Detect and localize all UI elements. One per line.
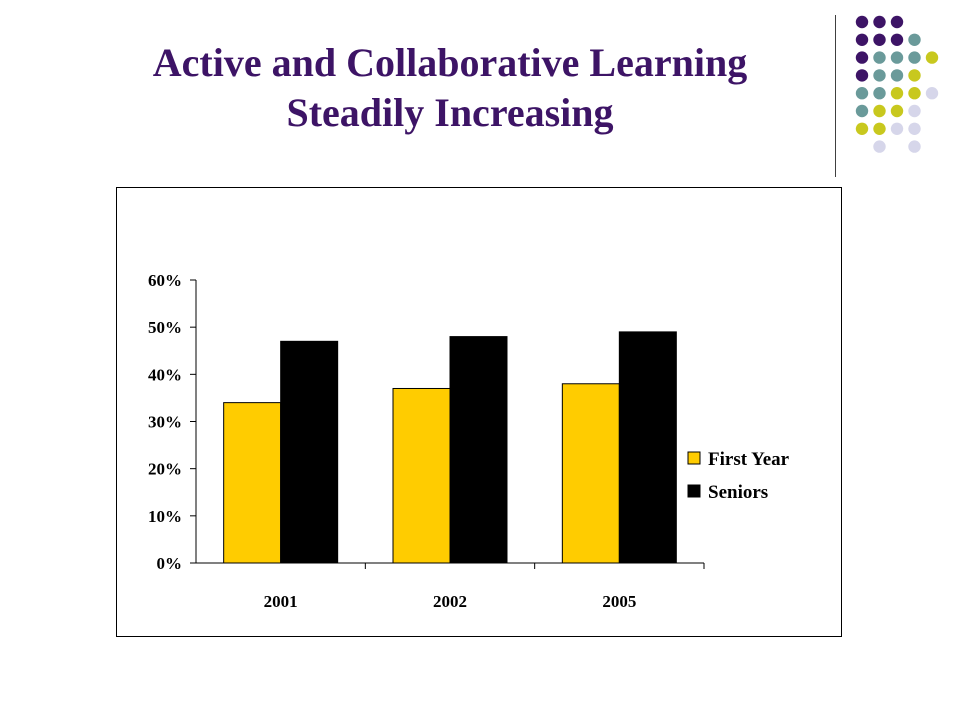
decorative-dot-grid — [855, 15, 939, 153]
decorative-dot — [855, 15, 869, 29]
decorative-dot — [873, 69, 886, 82]
y-tick-label: 50% — [148, 318, 182, 337]
decorative-dot — [908, 87, 921, 100]
bar-seniors-2005 — [618, 331, 677, 564]
y-tick-label: 40% — [148, 365, 182, 384]
decorative-dot — [873, 87, 886, 100]
y-tick-label: 10% — [148, 507, 182, 526]
y-tick-label: 20% — [148, 460, 182, 479]
bar-chart: 0% 10% 20% 30% 40% 50% 60% 2001 2002 2005 First Ye… — [148, 271, 790, 611]
decorative-dot — [908, 140, 921, 153]
decorative-dot — [873, 104, 886, 118]
decorative-dot — [855, 33, 869, 46]
decorative-divider — [835, 15, 836, 177]
bar-first-year-2001 — [223, 402, 282, 564]
bar-first-year-2002 — [392, 387, 451, 564]
decorative-dot — [855, 122, 869, 135]
decorative-dot — [908, 104, 921, 118]
legend-swatch — [687, 484, 701, 498]
decorative-dot — [908, 69, 921, 82]
decorative-dot — [855, 51, 869, 64]
x-tick-label: 2002 — [433, 592, 467, 611]
decorative-dot — [890, 122, 904, 135]
decorative-dot — [890, 69, 904, 82]
y-tick-label: 0% — [157, 554, 183, 573]
y-tick-label: 30% — [148, 413, 182, 432]
slide-title-line-2: Steadily Increasing — [286, 90, 614, 135]
decorative-dot — [908, 122, 921, 135]
x-tick-label: 2001 — [264, 592, 298, 611]
decorative-dot — [873, 122, 886, 135]
decorative-dot — [890, 15, 904, 29]
decorative-dot — [855, 69, 869, 82]
legend-label: Seniors — [708, 482, 768, 503]
decorative-dot — [873, 33, 886, 46]
decorative-dot — [855, 104, 869, 118]
decorative-dot — [890, 104, 904, 118]
y-tick-label: 60% — [148, 271, 182, 290]
decorative-dot — [925, 51, 939, 64]
chart-frame: 0% 10% 20% 30% 40% 50% 60% 2001 2002 2005 First Ye… — [116, 187, 842, 637]
x-tick-label: 2005 — [602, 592, 636, 611]
legend-swatch — [687, 451, 701, 465]
decorative-dot — [908, 51, 921, 64]
decorative-dot — [890, 33, 904, 46]
decorative-dot — [890, 87, 904, 100]
legend-label: First Year — [708, 449, 790, 470]
decorative-dot — [873, 140, 886, 153]
bar-seniors-2001 — [280, 340, 339, 564]
slide-title-line-1: Active and Collaborative Learning — [152, 40, 748, 85]
decorative-dot — [873, 51, 886, 64]
decorative-dot — [855, 87, 869, 100]
slide-title: Active and Collaborative Learning Steadi… — [60, 38, 840, 138]
decorative-dot — [873, 15, 886, 29]
bar-first-year-2005 — [561, 383, 620, 564]
decorative-dot — [890, 51, 904, 64]
decorative-dot — [925, 87, 939, 100]
bar-seniors-2002 — [449, 336, 508, 564]
decorative-dot — [908, 33, 921, 46]
